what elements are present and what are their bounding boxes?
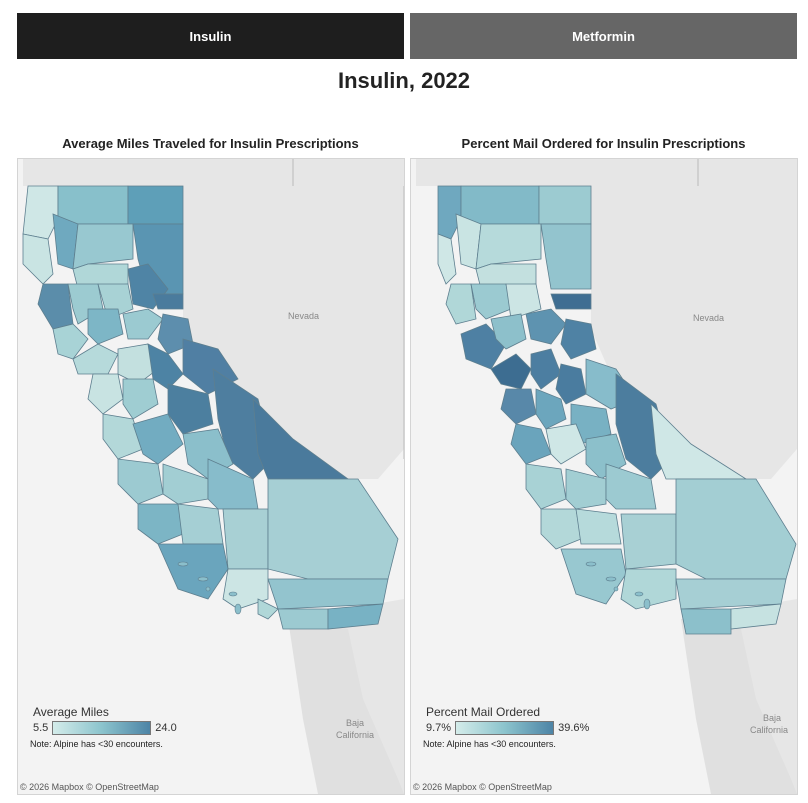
- legend-note: Note: Alpine has <30 encounters.: [423, 739, 556, 749]
- legend-max: 24.0: [155, 722, 177, 734]
- map-percent-mail[interactable]: Nevada Baja California Percent Mail Orde…: [410, 158, 798, 795]
- map-attribution[interactable]: © 2026 Mapbox © OpenStreetMap: [413, 782, 552, 792]
- map-attribution[interactable]: © 2026 Mapbox © OpenStreetMap: [20, 782, 159, 792]
- baja-land: [681, 619, 797, 794]
- label-baja-1: Baja: [346, 718, 364, 728]
- county-shapes: [22, 185, 399, 630]
- label-nevada: Nevada: [288, 311, 319, 321]
- oregon-land: [416, 159, 797, 186]
- legend-title: Average Miles: [33, 705, 109, 719]
- tab-insulin[interactable]: Insulin: [17, 13, 404, 59]
- map-canvas-mail[interactable]: Nevada Baja California: [411, 159, 797, 794]
- legend-title: Percent Mail Ordered: [426, 705, 541, 719]
- tab-metformin[interactable]: Metformin: [410, 13, 797, 59]
- legend-note: Note: Alpine has <30 encounters.: [30, 739, 163, 749]
- oregon-land: [23, 159, 404, 186]
- label-baja-1: Baja: [763, 713, 781, 723]
- channel-islands: [585, 561, 651, 610]
- map-average-miles[interactable]: Nevada Baja California Average Miles 5.5…: [17, 158, 405, 795]
- page-title: Insulin, 2022: [337, 68, 471, 93]
- map-title-mail: Percent Mail Ordered for Insulin Prescri…: [461, 136, 746, 151]
- map-canvas-miles[interactable]: Nevada Baja California: [18, 159, 404, 794]
- map-title-miles: Average Miles Traveled for Insulin Presc…: [62, 136, 359, 151]
- legend-gradient: [455, 721, 555, 735]
- baja-land: [288, 619, 404, 794]
- legend-min: 9.7%: [426, 722, 452, 734]
- label-nevada: Nevada: [693, 313, 724, 323]
- county-shapes: [437, 185, 797, 635]
- legend-scale: 5.5 24.0: [33, 721, 263, 735]
- tab-bar: Insulin Metformin: [17, 13, 797, 59]
- legend-max: 39.6%: [558, 722, 590, 734]
- channel-islands: [177, 561, 242, 615]
- legend-scale: 9.7% 39.6%: [426, 721, 656, 735]
- legend-min: 5.5: [33, 722, 49, 734]
- label-baja-2: California: [336, 730, 374, 740]
- label-baja-2: California: [750, 725, 788, 735]
- legend-gradient: [52, 721, 152, 735]
- legend-average-miles: Average Miles 5.5 24.0 Note: Alpine has …: [30, 705, 263, 749]
- legend-percent-mail: Percent Mail Ordered 9.7% 39.6% Note: Al…: [423, 705, 656, 749]
